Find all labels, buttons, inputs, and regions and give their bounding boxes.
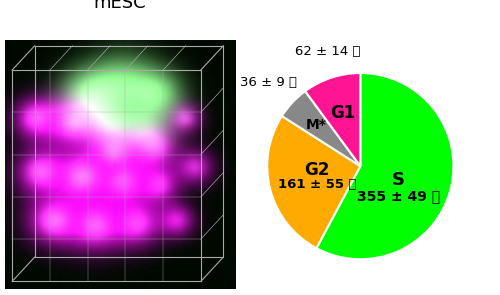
Text: M*: M*: [306, 118, 326, 132]
Wedge shape: [305, 73, 360, 166]
Text: 62 ± 14 分: 62 ± 14 分: [295, 45, 360, 58]
Title: mESC: mESC: [94, 0, 146, 12]
Text: G1: G1: [330, 104, 355, 122]
Text: 355 ± 49 分: 355 ± 49 分: [356, 189, 440, 203]
Wedge shape: [316, 73, 454, 259]
Wedge shape: [282, 91, 360, 166]
Wedge shape: [267, 116, 360, 248]
Text: G2: G2: [304, 161, 330, 179]
Text: S: S: [392, 171, 405, 189]
Text: 161 ± 55 分: 161 ± 55 分: [278, 178, 356, 191]
Text: 36 ± 9 分: 36 ± 9 分: [240, 76, 297, 89]
